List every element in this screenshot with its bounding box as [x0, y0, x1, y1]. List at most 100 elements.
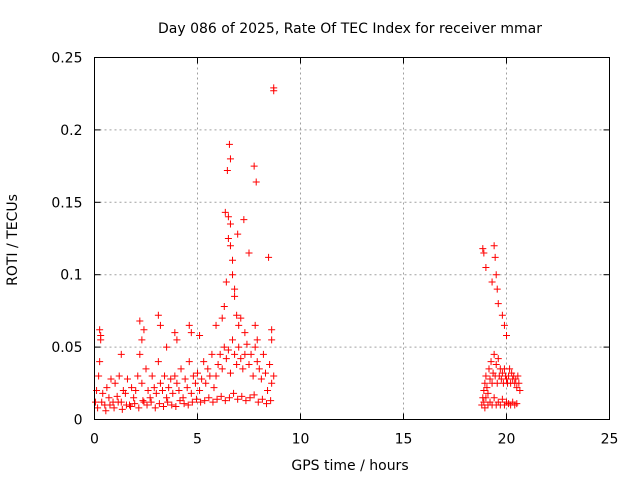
data-point: [483, 384, 491, 392]
data-point: [209, 398, 217, 406]
data-point: [160, 402, 168, 410]
data-point: [223, 166, 231, 174]
data-point: [226, 155, 234, 163]
data-point: [514, 372, 522, 380]
data-point: [250, 391, 258, 399]
data-point: [142, 365, 150, 373]
x-tick-label: 25: [601, 432, 619, 448]
data-point: [171, 372, 179, 380]
data-point: [516, 387, 524, 395]
data-point: [169, 389, 177, 397]
data-point: [132, 387, 140, 395]
data-point: [196, 332, 204, 340]
data-point: [200, 358, 208, 366]
data-point: [498, 395, 506, 403]
data-point: [168, 401, 176, 409]
data-point: [240, 216, 248, 224]
data-point: [171, 329, 179, 337]
data-point: [184, 401, 192, 409]
data-point: [194, 369, 201, 377]
data-point: [486, 375, 494, 383]
data-point: [175, 387, 183, 395]
data-point: [488, 278, 496, 286]
data-point: [183, 384, 191, 392]
data-point: [181, 375, 189, 383]
data-point: [212, 321, 220, 329]
data-point: [226, 220, 234, 228]
data-point: [114, 398, 122, 406]
data-point: [498, 311, 506, 319]
data-point: [146, 394, 154, 402]
data-point: [135, 404, 143, 412]
data-point: [225, 140, 233, 148]
data-point: [253, 358, 261, 366]
data-point: [264, 387, 272, 395]
data-point: [234, 230, 242, 238]
data-point: [259, 350, 267, 358]
data-point: [480, 249, 488, 257]
data-point: [245, 249, 253, 257]
data-point: [110, 404, 118, 412]
data-point: [173, 336, 181, 344]
data-point: [239, 365, 247, 373]
tick-labels: 0 5 10 15 20 25 0 0.05 0.1 0.15 0.2 0.25: [51, 51, 618, 448]
data-point: [266, 360, 274, 368]
data-point: [140, 326, 148, 334]
data-point: [251, 343, 259, 351]
data-point: [237, 355, 245, 363]
data-point: [233, 311, 241, 319]
y-tick-label: 0: [74, 413, 83, 429]
data-point: [490, 242, 498, 250]
data-point: [255, 365, 263, 373]
data-point: [130, 394, 138, 402]
data-point: [268, 336, 276, 344]
data-point: [177, 365, 185, 373]
data-point: [503, 332, 510, 340]
data-point: [225, 394, 233, 402]
data-point: [222, 355, 230, 363]
data-point: [245, 360, 253, 368]
data-point: [218, 365, 226, 373]
data-point: [188, 398, 196, 406]
data-point: [105, 394, 113, 402]
data-point: [121, 389, 129, 397]
data-point: [222, 278, 230, 286]
data-point: [95, 372, 103, 380]
data-point: [250, 162, 258, 170]
data-point: [196, 387, 204, 395]
data-point: [117, 350, 125, 358]
data-point: [113, 392, 121, 400]
data-point: [167, 375, 175, 383]
data-point: [268, 326, 276, 334]
data-point: [128, 384, 136, 392]
data-point: [253, 336, 261, 344]
data-point: [143, 401, 151, 409]
data-point: [506, 365, 514, 373]
data-point: [246, 394, 254, 402]
data-point: [156, 379, 164, 387]
data-point: [234, 395, 242, 403]
data-point: [493, 379, 501, 387]
data-point: [163, 394, 171, 402]
data-point: [103, 384, 111, 392]
data-point: [118, 405, 126, 413]
data-point: [484, 389, 492, 397]
data-point: [233, 360, 241, 368]
data-point: [230, 389, 238, 397]
data-point: [221, 397, 229, 405]
x-axis-label: GPS time / hours: [291, 458, 408, 474]
data-point: [210, 384, 218, 392]
data-point: [99, 389, 107, 397]
data-point: [491, 253, 499, 261]
data-point: [490, 350, 498, 358]
data-point: [258, 395, 266, 403]
x-tick-label: 0: [90, 432, 99, 448]
data-point: [224, 346, 232, 354]
data-point: [261, 369, 269, 377]
data-point: [494, 300, 502, 308]
data-point: [180, 400, 188, 408]
data-point: [221, 208, 229, 216]
data-point: [156, 321, 164, 329]
data-point: [254, 398, 262, 406]
data-point: [94, 404, 102, 412]
